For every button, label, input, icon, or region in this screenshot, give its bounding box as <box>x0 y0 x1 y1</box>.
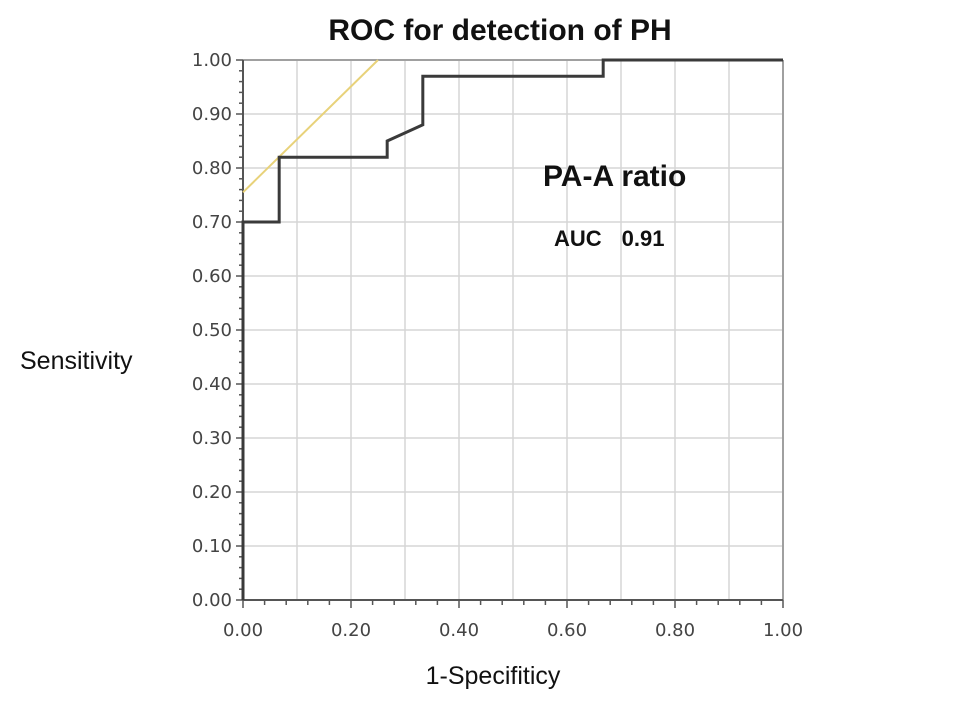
auc-value: 0.91 <box>621 226 665 251</box>
y-tick-label: 0.70 <box>192 212 232 233</box>
y-tick-label: 0.30 <box>192 428 232 449</box>
x-tick-label: 0.00 <box>223 620 263 641</box>
x-tick-label: 0.40 <box>439 620 479 641</box>
y-tick-label: 0.90 <box>192 104 232 125</box>
x-tick-label: 0.60 <box>547 620 587 641</box>
x-tick-label: 0.20 <box>331 620 371 641</box>
y-tick-label: 1.00 <box>192 50 232 71</box>
x-axis-label: 1-Specifiticy <box>425 662 561 690</box>
y-tick-label: 0.50 <box>192 320 232 341</box>
y-tick-label: 0.80 <box>192 158 232 179</box>
chart-title: ROC for detection of PH <box>328 14 672 47</box>
y-tick-label: 0.10 <box>192 536 232 557</box>
series-label: PA-A ratio <box>543 160 687 193</box>
x-tick-label: 0.80 <box>655 620 695 641</box>
series-lines <box>241 58 783 600</box>
reference-line <box>242 59 379 194</box>
y-tick-label: 0.00 <box>192 590 232 611</box>
y-tick-label: 0.60 <box>192 266 232 287</box>
auc-annotation: AUC 0.91 <box>554 226 665 252</box>
y-axis-label: Sensitivity <box>20 347 133 375</box>
roc-curve-line <box>241 58 783 600</box>
x-tick-label: 1.00 <box>763 620 803 641</box>
axes <box>236 59 784 608</box>
y-tick-label: 0.40 <box>192 374 232 395</box>
y-tick-label: 0.20 <box>192 482 232 503</box>
y-tick-labels: 0.00 0.10 0.20 0.30 0.40 0.50 0.60 0.70 0.80 0.90… <box>192 50 232 611</box>
x-tick-labels: 0.00 0.20 0.40 0.60 0.80 1.00 <box>223 620 803 641</box>
auc-label: AUC <box>554 226 602 251</box>
grid-lines <box>243 60 784 601</box>
